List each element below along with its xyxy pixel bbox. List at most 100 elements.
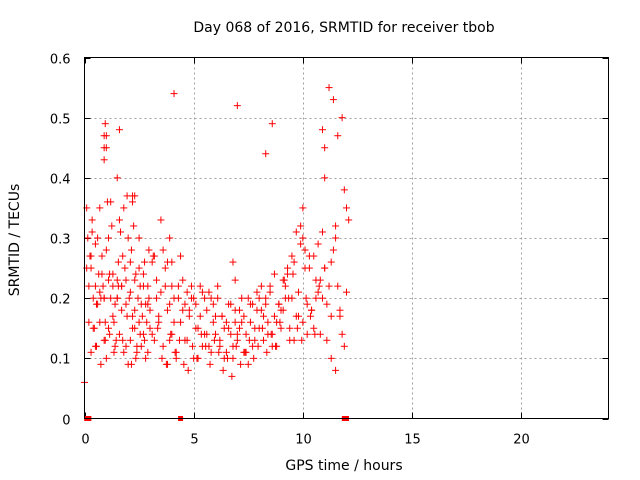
data-point xyxy=(232,342,240,350)
data-point xyxy=(109,312,117,320)
grid-lines xyxy=(84,57,609,419)
data-point xyxy=(101,318,109,326)
data-point xyxy=(89,294,97,302)
data-point xyxy=(215,348,223,356)
data-point xyxy=(114,258,122,266)
data-point xyxy=(177,252,185,260)
data-point xyxy=(131,192,139,200)
data-point xyxy=(115,216,123,224)
data-point xyxy=(100,156,108,164)
data-point xyxy=(197,330,205,338)
data-point xyxy=(233,330,241,338)
chart-title: Day 068 of 2016, SRMTID for receiver tbo… xyxy=(193,20,494,36)
data-point xyxy=(289,270,297,278)
data-point xyxy=(185,312,193,320)
data-point xyxy=(327,354,335,362)
data-point xyxy=(102,144,110,152)
data-point xyxy=(258,324,266,332)
plot-frame xyxy=(84,57,609,419)
data-point xyxy=(193,354,201,362)
data-point xyxy=(325,282,333,290)
data-point xyxy=(167,330,175,338)
data-point xyxy=(155,312,163,320)
data-point xyxy=(88,216,96,224)
data-point xyxy=(180,360,188,368)
data-point xyxy=(227,330,235,338)
data-point xyxy=(277,324,285,332)
data-point xyxy=(318,228,326,236)
y-tick-label: 0.1 xyxy=(50,353,71,368)
y-tick-label: 0.2 xyxy=(50,293,71,308)
data-point xyxy=(228,372,236,380)
data-point xyxy=(196,312,204,320)
data-point xyxy=(139,270,147,278)
data-point xyxy=(281,282,289,290)
data-point xyxy=(158,354,166,362)
data-point xyxy=(299,204,307,212)
data-point xyxy=(135,318,143,326)
data-point xyxy=(292,228,300,236)
data-point xyxy=(233,336,241,344)
data-point xyxy=(135,264,143,272)
data-point xyxy=(98,270,106,278)
data-point xyxy=(122,300,130,308)
data-point xyxy=(310,252,318,260)
data-point xyxy=(312,294,320,302)
data-point xyxy=(87,348,95,356)
y-tick-label: 0.6 xyxy=(50,53,71,68)
data-point xyxy=(318,294,326,302)
data-point xyxy=(305,264,313,272)
data-point xyxy=(207,294,215,302)
data-point xyxy=(240,312,248,320)
data-point xyxy=(137,342,145,350)
data-point xyxy=(298,336,306,344)
data-point xyxy=(146,306,154,314)
data-point xyxy=(311,330,319,338)
data-point xyxy=(338,114,346,122)
data-point xyxy=(314,240,322,248)
data-point xyxy=(260,312,268,320)
data-point xyxy=(231,276,239,284)
data-point xyxy=(286,324,294,332)
data-point xyxy=(120,204,128,212)
data-point xyxy=(202,342,210,350)
data-point xyxy=(159,342,167,350)
data-point xyxy=(145,246,153,254)
data-point xyxy=(227,300,235,308)
data-point xyxy=(231,306,239,314)
data-point xyxy=(111,342,119,350)
data-point xyxy=(98,252,106,260)
data-point xyxy=(111,300,119,308)
data-point xyxy=(108,222,116,230)
data-point xyxy=(210,336,218,344)
data-point xyxy=(245,336,253,344)
data-point xyxy=(118,306,126,314)
data-point xyxy=(246,318,254,326)
data-point xyxy=(276,318,284,326)
data-point xyxy=(115,330,123,338)
data-point xyxy=(122,276,130,284)
data-point xyxy=(257,306,265,314)
data-point xyxy=(303,300,311,308)
data-point xyxy=(126,288,134,296)
data-points xyxy=(81,84,353,421)
data-point xyxy=(290,258,298,266)
data-point xyxy=(157,216,165,224)
data-point xyxy=(303,330,311,338)
data-point xyxy=(206,360,214,368)
data-point xyxy=(130,222,138,230)
data-point xyxy=(196,282,204,290)
data-point xyxy=(334,282,342,290)
data-point xyxy=(125,294,133,302)
x-tick-label: 20 xyxy=(513,433,530,448)
data-point xyxy=(174,282,182,290)
data-point xyxy=(209,318,217,326)
data-point xyxy=(133,348,141,356)
tick-labels: 0 0.1 0.2 0.3 0.4 0.5 0.6 0 5 10 15 20 xyxy=(50,53,530,448)
data-point xyxy=(155,318,163,326)
data-point xyxy=(285,294,293,302)
data-point xyxy=(138,312,146,320)
data-point xyxy=(332,366,340,374)
data-point xyxy=(132,354,140,362)
data-point xyxy=(205,288,213,296)
